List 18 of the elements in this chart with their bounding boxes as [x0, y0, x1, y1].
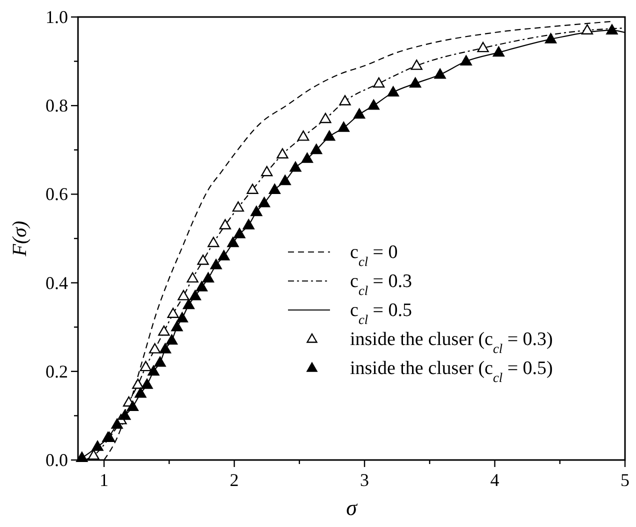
y-tick-label: 0.4	[46, 272, 68, 293]
y-axis-title: F(σ)	[9, 220, 31, 258]
x-tick-label: 1	[100, 470, 109, 490]
legend-label: c$_{cl}$ = 0.5	[350, 300, 412, 326]
x-tick-label: 3	[360, 470, 370, 490]
x-tick-label: 2	[230, 470, 239, 490]
y-tick-label: 0.8	[46, 96, 68, 116]
y-tick-label: 0.6	[46, 184, 68, 204]
legend-label: c$_{cl}$ = 0	[350, 242, 398, 268]
y-tick-label: 1.0	[46, 7, 68, 27]
legend-label: inside the cluser (c$_{cl}$ = 0.5)	[350, 358, 553, 384]
legend-label: inside the cluser (c$_{cl}$ = 0.3)	[350, 329, 553, 356]
y-tick-label: 0.0	[46, 450, 68, 470]
x-axis-title: σ	[346, 495, 358, 520]
legend-label: c$_{cl}$ = 0.3	[350, 271, 412, 298]
x-tick-label: 4	[490, 470, 500, 490]
x-tick-label: 5	[620, 470, 630, 490]
y-tick-label: 0.2	[46, 361, 68, 382]
